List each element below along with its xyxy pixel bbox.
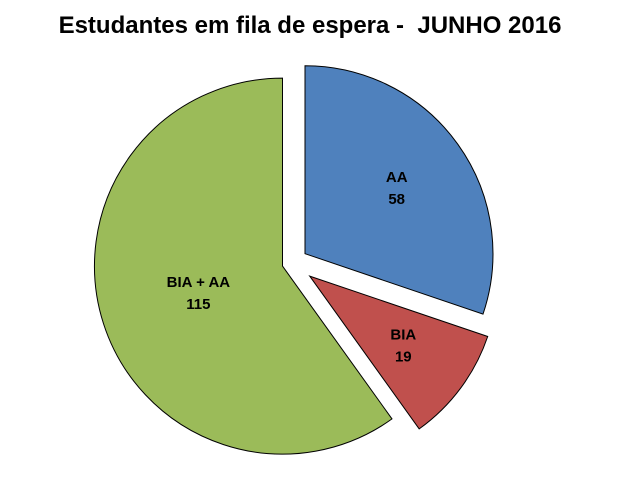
pie-slice-bia: [308, 275, 489, 430]
slice-label-bia: BIA: [390, 327, 416, 344]
slice-value-bia-aa: 115: [186, 296, 210, 313]
pie-slice-aa: [304, 65, 494, 315]
slice-label-bia-aa: BIA + AA: [167, 274, 231, 291]
slice-value-bia: 19: [395, 349, 412, 366]
chart-title: Estudantes em fila de espera - JUNHO 201…: [58, 12, 562, 39]
pie-chart: AA 58 BIA 19 BIA + AA 115: [93, 65, 494, 455]
slice-label-aa: AA: [386, 169, 408, 186]
pie-slice-bia-aa: [93, 77, 393, 455]
slice-value-aa: 58: [388, 191, 405, 208]
